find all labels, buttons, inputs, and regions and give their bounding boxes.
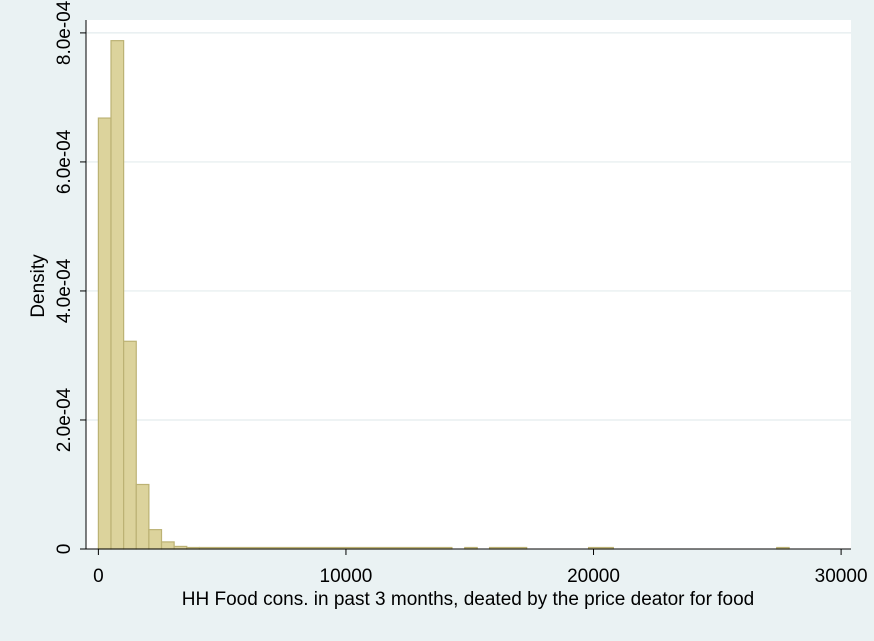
histogram-bar	[110, 40, 125, 550]
grid-lines	[86, 32, 851, 421]
y-tick-label: 6.0e-04	[54, 129, 75, 194]
y-ticks: 0 2.0e-04 4.0e-04 6.0e-04 8.0e-04	[54, 0, 86, 554]
histogram-bars	[97, 40, 790, 550]
axes	[85, 20, 851, 550]
plot-area	[86, 20, 851, 549]
x-tick-label: 30000	[815, 566, 868, 587]
x-tick-label: 10000	[320, 566, 373, 587]
x-tick-label: 20000	[567, 566, 620, 587]
y-tick-label: 4.0e-04	[54, 258, 75, 323]
histogram-bar	[97, 117, 112, 550]
histogram-bar	[160, 541, 175, 550]
y-tick-label: 0	[54, 544, 75, 555]
x-ticks: 0 10000 20000 30000	[93, 549, 868, 587]
histogram-bar	[123, 340, 137, 550]
x-tick-label: 0	[93, 566, 104, 587]
histogram-bar	[148, 529, 163, 550]
y-tick-label: 8.0e-04	[54, 0, 75, 65]
y-tick-label: 2.0e-04	[54, 387, 75, 452]
x-axis-label: HH Food cons. in past 3 months, deated b…	[182, 589, 754, 610]
histogram-bar	[135, 483, 150, 550]
y-axis-label: Density	[28, 254, 49, 318]
